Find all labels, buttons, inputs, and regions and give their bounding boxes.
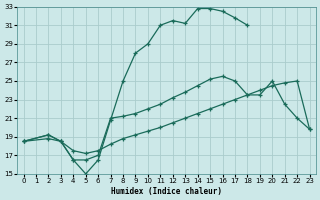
X-axis label: Humidex (Indice chaleur): Humidex (Indice chaleur) <box>111 187 222 196</box>
